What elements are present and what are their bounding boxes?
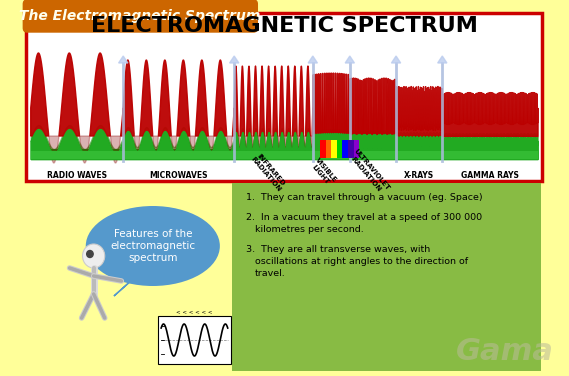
Bar — [343, 140, 348, 158]
Bar — [31, 149, 538, 159]
Text: kilometres per second.: kilometres per second. — [254, 225, 363, 234]
Circle shape — [86, 250, 93, 258]
Text: Features of the
electromagnetic
spectrum: Features of the electromagnetic spectrum — [110, 229, 195, 262]
Text: 1.  They can travel through a vacuum (eg. Space): 1. They can travel through a vacuum (eg.… — [246, 193, 483, 202]
Text: VISIBLE
LIGHT: VISIBLE LIGHT — [309, 157, 338, 188]
Bar — [348, 140, 353, 158]
Text: X-RAYS: X-RAYS — [404, 171, 434, 180]
Polygon shape — [308, 56, 318, 63]
Polygon shape — [391, 56, 401, 63]
Polygon shape — [438, 56, 447, 63]
Polygon shape — [114, 278, 134, 296]
Bar — [320, 140, 326, 158]
FancyBboxPatch shape — [232, 183, 541, 371]
Circle shape — [83, 244, 105, 268]
Bar — [331, 140, 337, 158]
Text: MICROWAVES: MICROWAVES — [150, 171, 208, 180]
Text: 2.  In a vacuum they travel at a speed of 300 000: 2. In a vacuum they travel at a speed of… — [246, 213, 483, 222]
Text: RADIO WAVES: RADIO WAVES — [47, 171, 107, 180]
Ellipse shape — [86, 206, 220, 286]
Bar — [353, 140, 359, 158]
Text: ELECTROMAGNETIC SPECTRUM: ELECTROMAGNETIC SPECTRUM — [90, 16, 477, 36]
Text: oscillations at right angles to the direction of: oscillations at right angles to the dire… — [254, 257, 468, 266]
Text: INFRARED
RADIATION: INFRARED RADIATION — [249, 152, 287, 193]
Bar — [337, 140, 343, 158]
Bar — [326, 140, 331, 158]
Text: GAMMA RAYS: GAMMA RAYS — [460, 171, 518, 180]
FancyBboxPatch shape — [26, 13, 542, 181]
FancyBboxPatch shape — [23, 0, 257, 32]
Text: Gama: Gama — [456, 337, 554, 366]
Bar — [158, 316, 230, 364]
Bar — [31, 151, 538, 159]
Text: < < < < < <: < < < < < < — [176, 310, 213, 315]
Polygon shape — [345, 56, 354, 63]
Polygon shape — [229, 56, 239, 63]
Polygon shape — [118, 56, 128, 63]
Text: The Electromagnetic Spectrum: The Electromagnetic Spectrum — [19, 9, 261, 23]
Text: travel.: travel. — [254, 269, 285, 278]
Text: 3.  They are all transverse waves, with: 3. They are all transverse waves, with — [246, 245, 431, 254]
Text: ULTRAVIOLET
RADIATION: ULTRAVIOLET RADIATION — [347, 148, 390, 196]
